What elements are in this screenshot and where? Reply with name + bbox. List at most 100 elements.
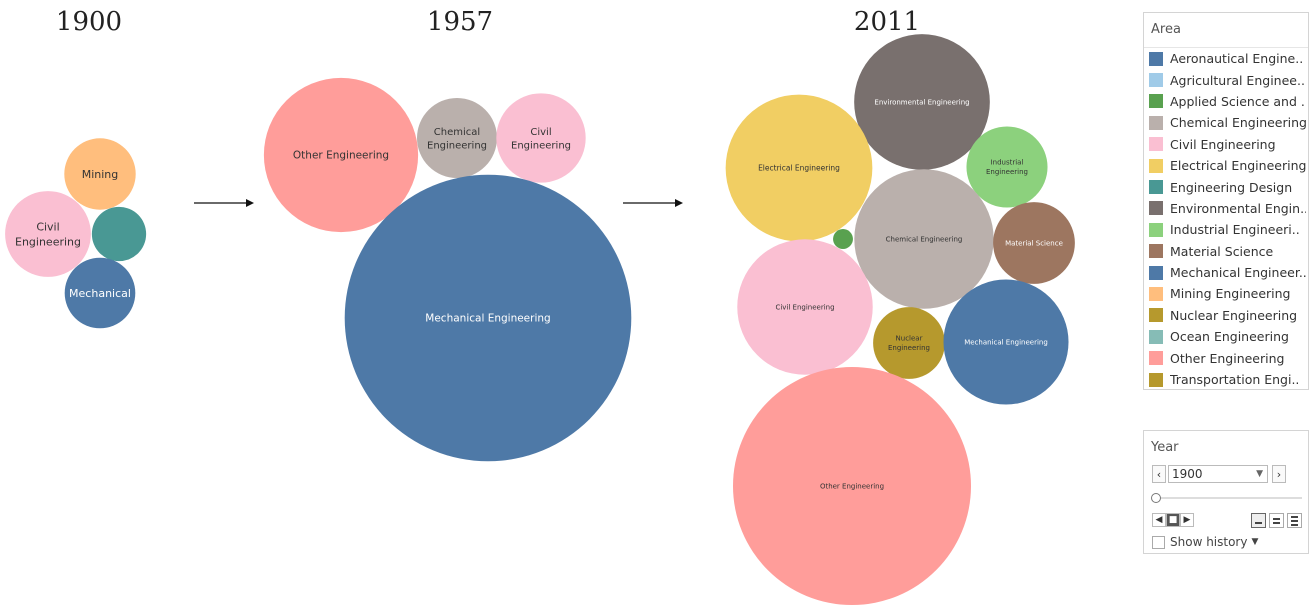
- bubble-label: Material Science: [1005, 239, 1063, 247]
- bubble-label: Chemical Engineering: [427, 127, 487, 152]
- legend-item[interactable]: Nuclear Engineering: [1144, 305, 1308, 326]
- year-dropdown[interactable]: 1900 ▼: [1168, 465, 1268, 483]
- chevron-left-icon[interactable]: ‹: [1152, 465, 1166, 483]
- bubble-label: Mechanical Engineering: [425, 313, 550, 325]
- legend-item[interactable]: Material Science: [1144, 241, 1308, 262]
- year-slider[interactable]: [1151, 493, 1302, 503]
- bubble-2011-industrial-engineering[interactable]: Industrial Engineering: [966, 126, 1048, 208]
- transition-arrow-2: [623, 199, 683, 207]
- legend-item[interactable]: Other Engineering: [1144, 347, 1308, 368]
- bubble-1900-engineering-design[interactable]: [91, 206, 147, 262]
- bubble-mark[interactable]: [993, 202, 1075, 284]
- speed-medium-icon[interactable]: [1269, 513, 1284, 528]
- bubble-mark[interactable]: [5, 191, 91, 277]
- caret-down-icon[interactable]: ▼: [1251, 537, 1259, 547]
- legend-swatch: [1149, 372, 1163, 387]
- legend-label: Electrical Engineering: [1170, 158, 1306, 174]
- legend-swatch: [1149, 286, 1163, 301]
- bubble-2011-environmental-engineering[interactable]: Environmental Engineering: [854, 34, 990, 170]
- bubble-1900-mechanical-engineering[interactable]: Mechanical: [64, 257, 136, 329]
- legend-item[interactable]: Chemical Engineering: [1144, 112, 1308, 133]
- legend-item[interactable]: Environmental Engin..: [1144, 198, 1308, 219]
- legend-swatch: [1149, 180, 1163, 195]
- caret-down-icon: ▼: [1256, 469, 1263, 479]
- bubble-2011-nuclear-engineering[interactable]: Nuclear Engineering: [873, 307, 945, 379]
- bubble-mark[interactable]: [64, 138, 136, 210]
- bubble-1900-civil-engineering[interactable]: Civil Engineering: [5, 191, 91, 277]
- play-forward-icon[interactable]: ▶: [1180, 513, 1194, 527]
- legend-item[interactable]: Applied Science and ..: [1144, 91, 1308, 112]
- year-title-2011: 2011: [854, 7, 920, 37]
- bubble-mark[interactable]: [733, 367, 971, 605]
- bubble-mark[interactable]: [943, 279, 1069, 405]
- bubble-2011-chemical-engineering[interactable]: Chemical Engineering: [854, 169, 994, 309]
- legend-item[interactable]: Industrial Engineeri..: [1144, 219, 1308, 240]
- bubble-mark[interactable]: [64, 257, 136, 329]
- legend-item[interactable]: Mechanical Engineer..: [1144, 262, 1308, 283]
- bubble-label: Other Engineering: [820, 482, 884, 490]
- legend-item[interactable]: Electrical Engineering: [1144, 155, 1308, 176]
- legend-item[interactable]: Transportation Engi..: [1144, 369, 1308, 390]
- legend-item[interactable]: Engineering Design: [1144, 176, 1308, 197]
- legend-label: Environmental Engin..: [1170, 200, 1306, 216]
- legend-label: Transportation Engi..: [1170, 372, 1300, 388]
- bubble-1957-chemical-engineering[interactable]: Chemical Engineering: [416, 97, 498, 179]
- legend-item[interactable]: Mining Engineering: [1144, 283, 1308, 304]
- bubble-1957-other-engineering[interactable]: Other Engineering: [263, 77, 419, 233]
- bubble-mark[interactable]: [966, 126, 1048, 208]
- area-legend: Area Aeronautical Engine.. Agricultural E…: [1143, 12, 1309, 390]
- legend-label: Ocean Engineering: [1170, 329, 1289, 345]
- bubble-1957-civil-engineering[interactable]: Civil Engineering: [496, 93, 586, 183]
- year-title-1957: 1957: [427, 7, 493, 37]
- legend-swatch: [1149, 73, 1163, 88]
- bubble-1900-mining-engineering[interactable]: Mining: [64, 138, 136, 210]
- bubble-mark[interactable]: [496, 93, 586, 183]
- show-history-label: Show history: [1170, 535, 1248, 549]
- bubble-mark[interactable]: [91, 206, 147, 262]
- bubble-mark[interactable]: [854, 34, 990, 170]
- bubble-mark[interactable]: [737, 239, 873, 375]
- bubble-2011-civil-engineering[interactable]: Civil Engineering: [737, 239, 873, 375]
- legend-swatch: [1149, 329, 1163, 344]
- show-history-checkbox[interactable]: [1152, 535, 1165, 549]
- bubble-label: Civil Engineering: [775, 303, 834, 311]
- bubble-mark[interactable]: [833, 229, 853, 249]
- legend-swatch: [1149, 115, 1163, 130]
- bubble-mark[interactable]: [854, 169, 994, 309]
- bubble-mark[interactable]: [416, 97, 498, 179]
- bubble-mark[interactable]: [725, 94, 873, 242]
- legend-swatch: [1149, 351, 1163, 366]
- bubble-label: Nuclear Engineering: [888, 335, 930, 352]
- legend-label: Chemical Engineering: [1170, 115, 1306, 131]
- legend-label: Engineering Design: [1170, 179, 1293, 195]
- chevron-right-icon[interactable]: ›: [1272, 465, 1286, 483]
- speed-fast-icon[interactable]: [1287, 513, 1302, 528]
- legend-swatch: [1149, 244, 1163, 259]
- bubble-mark[interactable]: [873, 307, 945, 379]
- bubble-2011-other-engineering[interactable]: Other Engineering: [733, 367, 971, 605]
- legend-item[interactable]: Ocean Engineering: [1144, 326, 1308, 347]
- legend-swatch: [1149, 94, 1163, 109]
- bubble-label: Environmental Engineering: [874, 98, 969, 106]
- legend-label: Nuclear Engineering: [1170, 307, 1298, 323]
- year-slider-thumb[interactable]: [1151, 493, 1161, 503]
- legend-label: Other Engineering: [1170, 350, 1285, 366]
- bubble-2011-applied-science-and-technology[interactable]: [833, 229, 853, 249]
- bubble-2011-material-science[interactable]: Material Science: [993, 202, 1075, 284]
- legend-label: Mining Engineering: [1170, 286, 1291, 302]
- bubble-label: Civil Engineering: [15, 220, 81, 248]
- bubble-mark[interactable]: [263, 77, 419, 233]
- bubble-2011-electrical-engineering[interactable]: Electrical Engineering: [725, 94, 873, 242]
- bubble-label: Chemical Engineering: [886, 235, 963, 243]
- bubble-mark[interactable]: [344, 174, 632, 462]
- legend-swatch: [1149, 201, 1163, 216]
- legend-list: Aeronautical Engine.. Agricultural Engine…: [1144, 47, 1308, 390]
- legend-item[interactable]: Aeronautical Engine..: [1144, 48, 1308, 69]
- play-backward-icon[interactable]: ◀: [1152, 513, 1166, 527]
- stop-icon[interactable]: ■: [1166, 513, 1180, 527]
- bubble-1957-mechanical-engineering[interactable]: Mechanical Engineering: [344, 174, 632, 462]
- speed-slow-icon[interactable]: [1251, 513, 1266, 528]
- legend-item[interactable]: Civil Engineering: [1144, 134, 1308, 155]
- legend-item[interactable]: Agricultural Enginee..: [1144, 69, 1308, 90]
- bubble-2011-mechanical-engineering[interactable]: Mechanical Engineering: [943, 279, 1069, 405]
